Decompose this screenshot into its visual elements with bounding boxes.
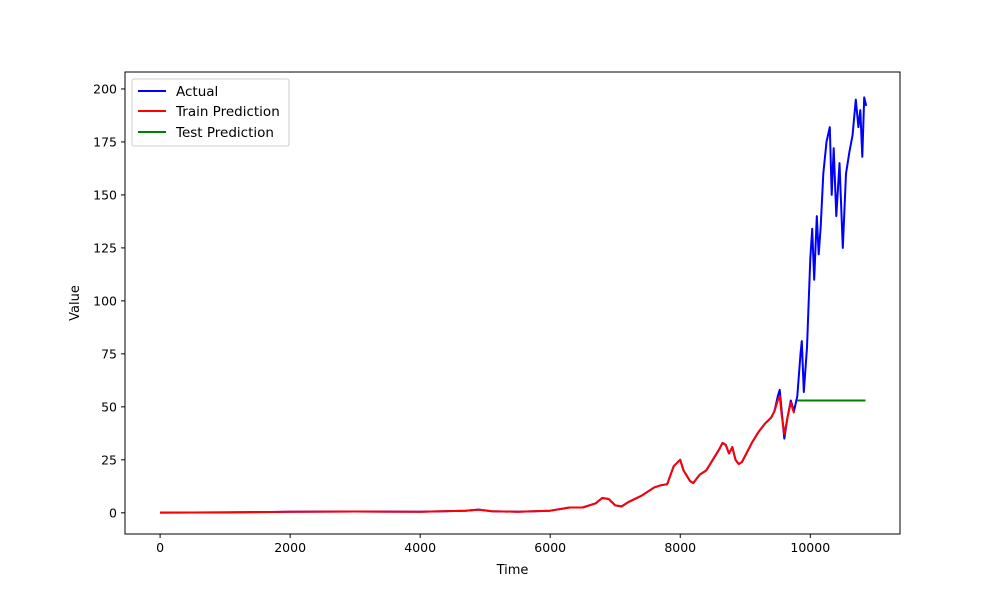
- y-axis-ticks: 0 25 50 75 100 125 150 175 200: [93, 81, 125, 520]
- y-tick-label: 50: [101, 399, 117, 414]
- legend-box: [131, 78, 290, 147]
- legend: Actual Train Prediction Test Prediction: [131, 78, 290, 147]
- legend-label-train-prediction: Train Prediction: [175, 104, 280, 120]
- y-tick-label: 125: [93, 240, 117, 255]
- series-line-actual: [160, 96, 868, 514]
- series-layer: [160, 96, 868, 514]
- plot-frame: [124, 71, 901, 535]
- x-tick-label: 8000: [664, 540, 696, 555]
- x-tick-label: 6000: [534, 540, 566, 555]
- x-axis-label: Time: [496, 563, 529, 578]
- y-tick-label: 25: [101, 452, 117, 467]
- y-tick-label: 200: [93, 81, 117, 96]
- x-axis-ticks: 0 2000 4000 6000 8000 10000: [156, 534, 830, 555]
- legend-label-test-prediction: Test Prediction: [175, 125, 274, 141]
- series-line-train-prediction: [160, 395, 795, 514]
- y-tick-label: 75: [101, 346, 117, 361]
- x-tick-label: 0: [156, 540, 164, 555]
- y-tick-label: 175: [93, 134, 117, 149]
- y-tick-label: 0: [109, 505, 117, 520]
- x-tick-label: 4000: [404, 540, 436, 555]
- x-tick-label: 2000: [274, 540, 306, 555]
- x-tick-label: 10000: [790, 540, 830, 555]
- y-axis-label: Value: [68, 285, 83, 321]
- y-tick-label: 100: [93, 293, 117, 308]
- legend-label-actual: Actual: [176, 84, 218, 100]
- y-tick-label: 150: [93, 187, 117, 202]
